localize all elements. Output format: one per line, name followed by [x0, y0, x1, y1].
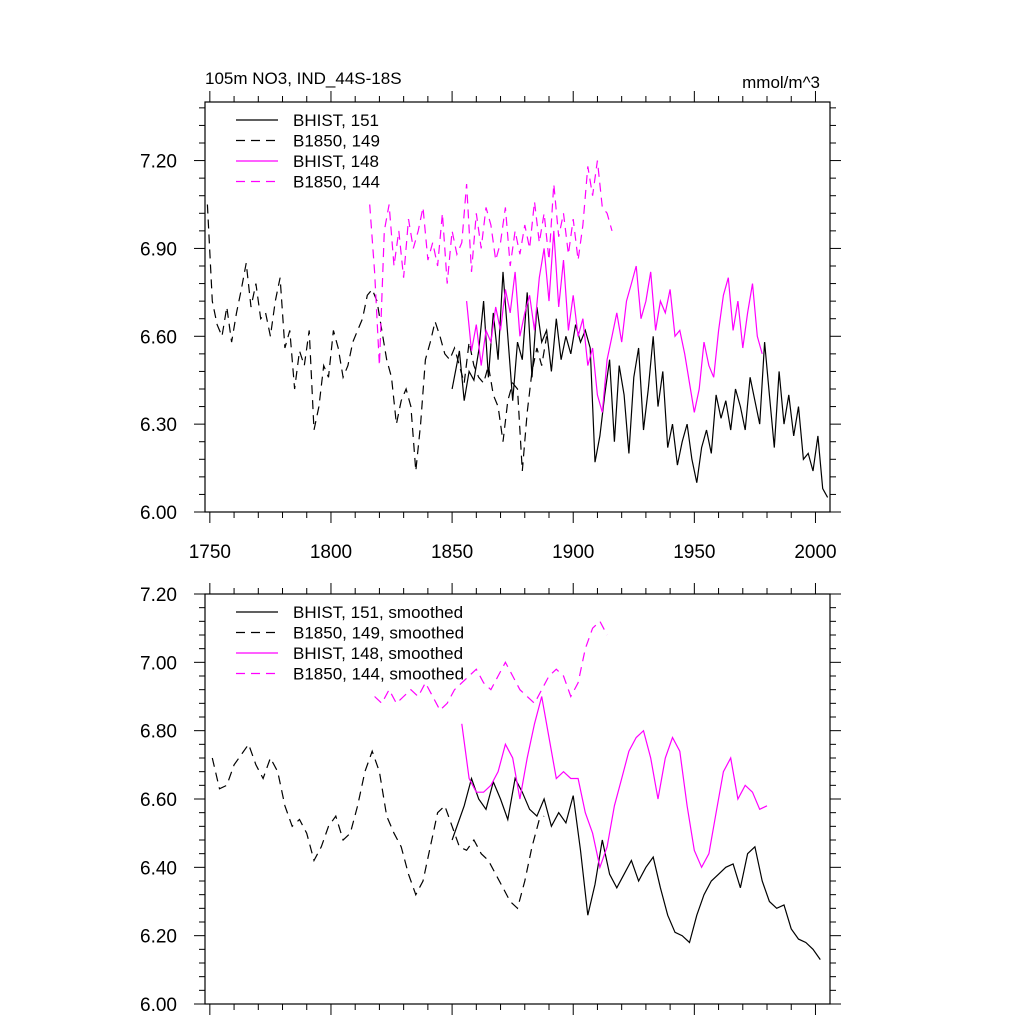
- x-tick-label: 1750: [189, 542, 231, 563]
- series-line-3: [374, 620, 608, 712]
- x-tick-label: 1900: [552, 542, 594, 563]
- y-tick-label: 6.60: [140, 790, 177, 811]
- series-line-1: [211, 743, 545, 910]
- bottom-panel: 6.00 6.20 6.40 6.60 6.80 7.00 7.20 BHIST, 151, …: [140, 583, 841, 1016]
- legend-label: B1850, 149: [293, 132, 380, 151]
- legend-label: B1850, 149, smoothed: [293, 624, 464, 643]
- y-tick-label: 6.00: [140, 995, 177, 1016]
- y-tick-label: 7.00: [140, 653, 177, 674]
- legend-label: B1850, 144: [293, 173, 380, 192]
- chart-title: 105m NO3, IND_44S-18S: [205, 69, 402, 88]
- series-line-2: [466, 230, 763, 413]
- x-tick-label: 1800: [310, 542, 352, 563]
- plot-frame: [204, 101, 831, 513]
- x-tick-label: 1850: [431, 542, 473, 563]
- y-tick-label: 6.00: [140, 503, 177, 524]
- x-tick-label: 2000: [794, 542, 836, 563]
- chart-units: mmol/m^3: [742, 73, 820, 92]
- y-tick-label: 6.20: [140, 927, 177, 948]
- legend-label: BHIST, 148: [293, 152, 379, 171]
- y-tick-label: 6.90: [140, 239, 177, 260]
- y-tick-label: 6.30: [140, 415, 177, 436]
- legend-label: BHIST, 151, smoothed: [293, 603, 463, 622]
- y-tick-label: 7.20: [140, 152, 177, 173]
- legend-label: B1850, 144, smoothed: [293, 665, 464, 684]
- series-line-2: [461, 696, 768, 870]
- top-panel: 6.00 6.30 6.60 6.90 7.20 1750 1800 1850 1900 1950…: [140, 91, 841, 563]
- y-tick-label: 6.40: [140, 858, 177, 879]
- legend-label: BHIST, 148, smoothed: [293, 644, 463, 663]
- y-tick-label: 6.80: [140, 722, 177, 743]
- y-tick-label: 6.60: [140, 327, 177, 348]
- x-tick-label: 1950: [673, 542, 715, 563]
- legend-label: BHIST, 151: [293, 111, 379, 130]
- series-line-0: [451, 776, 821, 960]
- series-line-1: [206, 204, 548, 472]
- series-line-3: [369, 160, 613, 366]
- series-line-0: [451, 271, 829, 498]
- y-tick-label: 7.20: [140, 585, 177, 606]
